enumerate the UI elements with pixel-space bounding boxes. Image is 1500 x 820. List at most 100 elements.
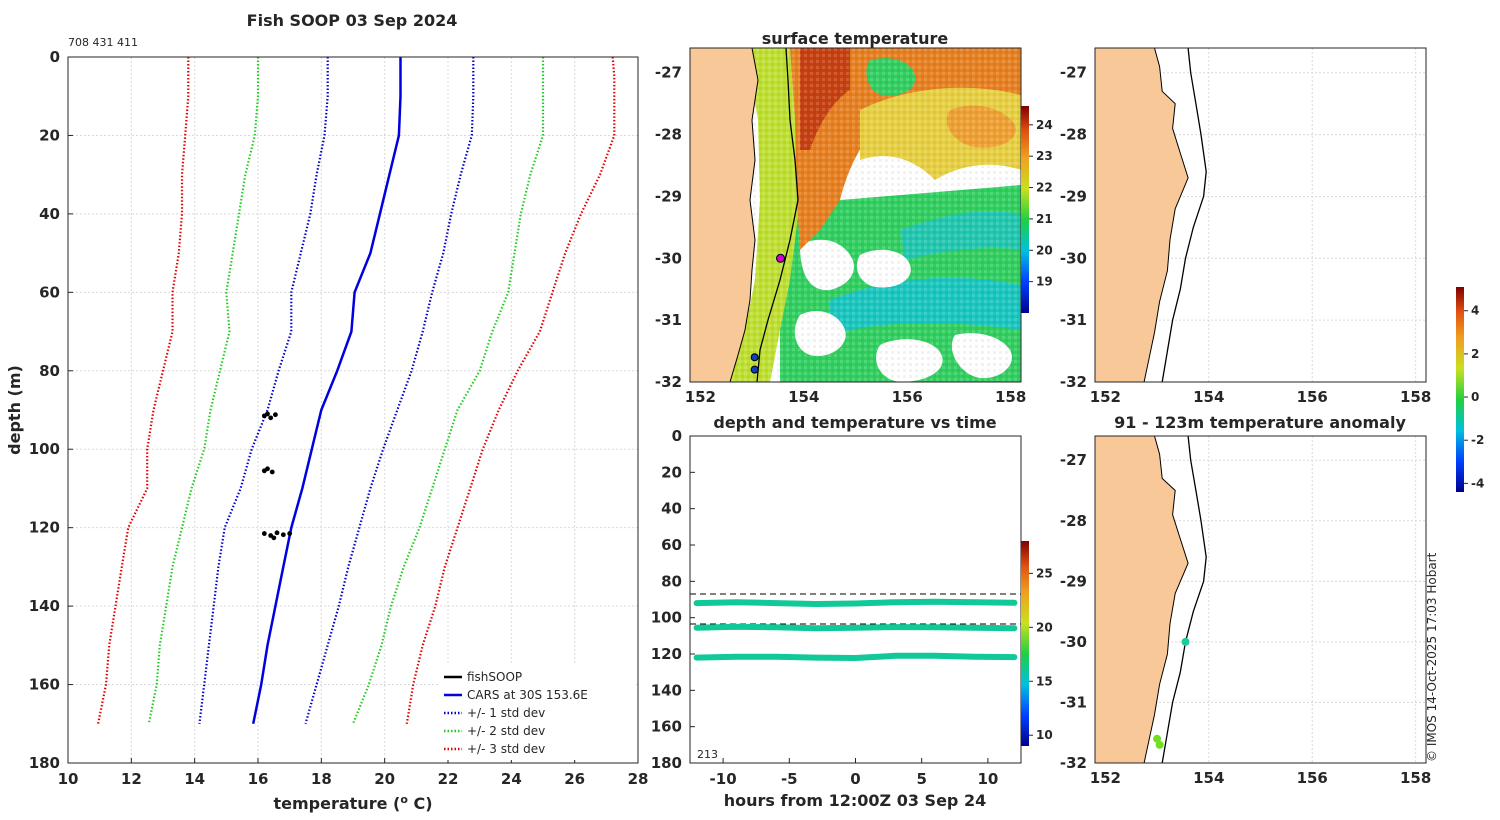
- tr-ytick-label: -29: [1060, 187, 1087, 205]
- profile-xtick-label: 22: [438, 770, 459, 788]
- anomaly-point: [1153, 734, 1162, 743]
- anomaly-ytick-label: -27: [1060, 451, 1087, 469]
- sst-marks: [750, 253, 786, 374]
- profile-ytick-label: 40: [39, 205, 60, 223]
- tr-xtick-label: 154: [1193, 388, 1224, 406]
- sst-track-point: [750, 353, 759, 362]
- anomaly-cbtick-label: -4: [1471, 476, 1484, 490]
- anomaly-land: [1094, 435, 1189, 764]
- sst-land: [690, 48, 759, 382]
- tr-frame: [1094, 47, 1427, 383]
- dtt-ytick-label: 140: [651, 681, 682, 699]
- fishsoop-point: [265, 411, 270, 417]
- anomaly-colorbar-ticks: -4 -2 0 2 4: [1464, 304, 1484, 490]
- fishsoop-point: [271, 535, 277, 541]
- sst-position-marker: [776, 253, 786, 263]
- legend-label: CARS at 30S 153.6E: [467, 688, 588, 702]
- dtt-ytick-label: 20: [661, 463, 682, 481]
- anomaly-points: [1153, 637, 1190, 749]
- dtt-ytick-label: 60: [661, 536, 682, 554]
- profile-xtick-label: 20: [374, 770, 395, 788]
- dtt-ytick-label: 180: [651, 754, 682, 772]
- profile-ytick-label: 0: [50, 48, 60, 66]
- dtt-xtick-label: -10: [710, 770, 737, 788]
- profile-xtick-label: 16: [248, 770, 269, 788]
- profile-xtick-label: 18: [311, 770, 332, 788]
- sst-xtick-label: 152: [685, 388, 716, 406]
- profile-xtick-label: 14: [184, 770, 205, 788]
- fishsoop-point: [280, 532, 286, 538]
- map-top-right-panel: 152 154 156 158 -27 -28 -29 -30 -31 -32: [1060, 47, 1431, 406]
- anomaly-ytick-label: -28: [1060, 512, 1087, 530]
- dtt-xtick-label: 0: [850, 770, 860, 788]
- profile-id-label: 708 431 411: [68, 36, 138, 49]
- profile-title: Fish SOOP 03 Sep 2024: [247, 11, 458, 30]
- dtt-xtick-label: 10: [977, 770, 998, 788]
- sst-cbtick-label: 19: [1036, 275, 1053, 289]
- std-dev-line: [97, 57, 190, 725]
- profile-ytick-label: 100: [29, 440, 60, 458]
- sst-xtick-label: 156: [892, 388, 923, 406]
- dtt-colorbar-ticks: 10 15 20 25: [1029, 566, 1053, 742]
- sst-ytick-label: -30: [655, 249, 682, 267]
- sst-map-image: [690, 48, 1021, 382]
- sst-cbtick-label: 21: [1036, 212, 1053, 226]
- profile-xtick-label: 12: [121, 770, 142, 788]
- anomaly-frame: [1094, 435, 1427, 764]
- sst-ytick-label: -31: [655, 311, 682, 329]
- sst-ytick-label: -28: [655, 126, 682, 144]
- tr-land: [1094, 47, 1189, 383]
- tr-isobath: [1161, 47, 1207, 383]
- dtt-cbtick-label: 15: [1036, 674, 1053, 688]
- anomaly-xtick-label: 154: [1193, 769, 1224, 787]
- dtt-ytick-label: 0: [672, 427, 682, 445]
- sst-colorbar-ticks: 19 20 21 22 23 24: [1029, 118, 1053, 289]
- dtt-xtick-label: 5: [916, 770, 926, 788]
- profile-xtick-label: 26: [564, 770, 585, 788]
- anomaly-cbtick-label: 2: [1471, 347, 1479, 361]
- anomaly-point: [1181, 637, 1190, 646]
- sst-cbtick-label: 23: [1036, 149, 1053, 163]
- anomaly-ytick-label: -31: [1060, 693, 1087, 711]
- dtt-temperature-band: [693, 652, 1018, 662]
- fishsoop-point: [273, 412, 278, 418]
- dtt-title: depth and temperature vs time: [713, 413, 996, 432]
- legend-label: +/- 1 std dev: [467, 706, 545, 720]
- dtt-cbtick-label: 10: [1036, 728, 1053, 742]
- sst-cbtick-label: 20: [1036, 243, 1053, 257]
- profile-ytick-label: 180: [29, 754, 60, 772]
- std-dev-line: [304, 57, 475, 725]
- anomaly-point: [1155, 740, 1164, 749]
- fishsoop-point: [265, 466, 270, 472]
- profile-ytick-label: 80: [39, 362, 60, 380]
- std-dev-line: [147, 57, 260, 725]
- profile-ytick-label: 140: [29, 597, 60, 615]
- tr-xtick-label: 152: [1090, 388, 1121, 406]
- legend-label: +/- 2 std dev: [467, 724, 545, 738]
- profile-ytick-label: 60: [39, 283, 60, 301]
- profile-legend: fishSOOP CARS at 30S 153.6E +/- 1 std dev +…: [440, 664, 636, 760]
- tr-ytick-label: -27: [1060, 64, 1087, 82]
- tr-ytick-label: -30: [1060, 249, 1087, 267]
- legend-label: fishSOOP: [467, 670, 522, 684]
- profile-series: [97, 56, 616, 725]
- anomaly-xtick-label: 158: [1400, 769, 1431, 787]
- profile-ticks: 10 12 14 16 18 20 22 24 26 28 0 20 40 60 80 100 120 140 16…: [29, 48, 649, 788]
- sst-panel: surface temperature: [655, 29, 1053, 406]
- dtt-xlabel: hours from 12:00Z 03 Sep 24: [724, 791, 986, 810]
- sst-ytick-label: -29: [655, 187, 682, 205]
- anomaly-ticks: 152 154 156 158 -27 -28 -29 -30 -31 -32: [1060, 451, 1431, 787]
- dtt-temperature-band: [693, 623, 1018, 632]
- profile-xtick-label: 24: [501, 770, 522, 788]
- sst-isobath: [756, 48, 799, 382]
- sst-cbtick-label: 22: [1036, 181, 1053, 195]
- tr-xtick-label: 158: [1400, 388, 1431, 406]
- dtt-cbtick-label: 20: [1036, 620, 1053, 634]
- std-dev-line: [198, 57, 329, 724]
- profile-ytick-label: 120: [29, 519, 60, 537]
- anomaly-cbtick-label: 4: [1471, 304, 1479, 318]
- tr-ytick-label: -32: [1060, 373, 1087, 391]
- profile-panel: Fish SOOP 03 Sep 2024 708 431 411 10 12 14…: [5, 11, 648, 813]
- sst-ticks: 152 154 156 158 -27 -28 -29 -30 -31 -32: [655, 64, 1026, 406]
